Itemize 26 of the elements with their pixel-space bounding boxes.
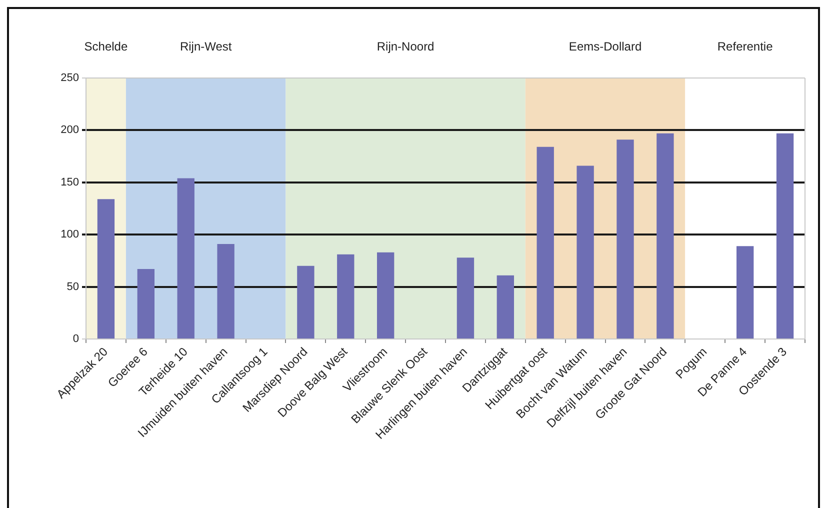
bar — [736, 246, 754, 338]
bar — [137, 269, 155, 338]
bar — [776, 133, 794, 338]
y-tick-label: 50 — [66, 280, 79, 293]
y-tick-label: 0 — [72, 333, 79, 346]
band-label: Eems-Dollard — [568, 39, 642, 54]
bar — [456, 258, 474, 338]
bar — [616, 140, 634, 338]
bar — [656, 133, 674, 338]
y-tick-label: 250 — [60, 72, 79, 84]
bar — [337, 254, 354, 338]
band-label: Rijn-Noord — [376, 39, 434, 54]
y-tick-label: 100 — [60, 228, 79, 241]
bar — [496, 275, 514, 338]
bar — [177, 178, 194, 338]
y-tick-label: 150 — [60, 176, 79, 188]
band-label: Rijn-West — [180, 39, 232, 54]
band-label: Referentie — [717, 39, 774, 54]
bar — [97, 199, 115, 338]
y-tick-label: 200 — [60, 124, 79, 136]
bar — [536, 146, 554, 338]
bar — [576, 166, 594, 338]
bar — [217, 244, 234, 338]
bar — [297, 266, 314, 338]
band-label: Schelde — [84, 39, 128, 54]
bar — [376, 252, 394, 338]
